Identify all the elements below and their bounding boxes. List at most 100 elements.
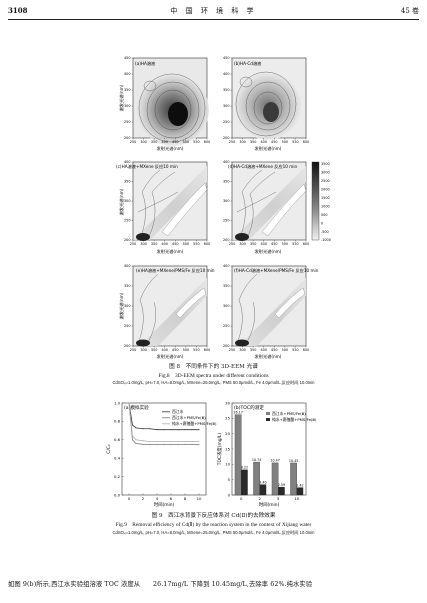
series-point: [128, 402, 130, 404]
colorbar-label: 3000: [321, 171, 330, 175]
y-tick-label: 10: [225, 462, 230, 467]
x-tick-label: 250: [229, 348, 235, 352]
y-tick-label: 250: [124, 324, 130, 328]
x-tick-label: 250: [229, 140, 235, 144]
x-tick-label: 0: [240, 496, 243, 501]
panel-a-xlabel: 发射光谱(nm): [157, 145, 184, 152]
y-tick-label: 350: [223, 284, 229, 288]
panel-a-ylabel: 激发光谱(nm): [118, 84, 125, 111]
y-tick-label: 0.0: [114, 492, 121, 497]
y-tick-label: 300: [223, 199, 229, 203]
x-tick-label: 300: [140, 140, 146, 144]
panel-e-ylabel: 激发光谱(nm): [118, 292, 125, 319]
y-tick-label: 250: [223, 219, 229, 223]
plot-frame: [121, 402, 207, 496]
x-tick-label: 300: [140, 242, 146, 246]
y-tick-label: 300: [124, 199, 130, 203]
x-tick-label: 450: [271, 348, 277, 352]
series-point: [198, 443, 200, 445]
series-point: [163, 429, 165, 431]
colorbar-label: -1000: [321, 238, 331, 242]
series-point: [142, 443, 144, 445]
y-tick-label: 0.6: [114, 437, 121, 442]
y-tick-label: 300: [124, 304, 130, 308]
eem-panel-a: (a)HA溶液 激发光谱(nm) 发射光谱(nm) 250 300 350 400 45…: [118, 56, 210, 152]
colorbar: 3500 3000 2500 2000 1500 1000 500 0 -500 -1000: [311, 161, 331, 242]
chart-a-title: (a)模拟实验: [124, 404, 149, 411]
x-tick-label: 550: [193, 242, 199, 246]
figure-9-charts: (a)模拟实验 0 2 4 6 8 10 0.0 0.2 0.4 0.6 0.8 1.0 时间(min) C…: [106, 400, 317, 508]
series-point: [170, 441, 172, 443]
eem-panel-b: (b)HA-Cd溶液 发射光谱(nm) 250 300 350 400 450 500 55…: [223, 56, 309, 152]
chart-b-xlabel: 时间(min): [259, 501, 280, 508]
y-tick-label: 450: [124, 56, 130, 60]
legend-label: 纯水+腐殖酸+PMS/Fe(Ⅲ): [272, 417, 317, 422]
fig9-caption-en: Fig.9 Removal efficiency of Cd(Ⅱ) by the…: [115, 522, 312, 528]
series-point: [191, 441, 193, 443]
series-point: [149, 428, 151, 430]
y-tick-label: 20: [225, 431, 230, 436]
x-tick-label: 4: [156, 496, 159, 501]
y-tick-label: 5: [228, 477, 231, 482]
panel-a-label: (a)HA溶液: [135, 60, 156, 67]
y-tick-label: 15: [225, 446, 230, 451]
x-tick-label: 400: [161, 348, 167, 352]
y-tick-label: 0.2: [114, 474, 121, 479]
series-point: [156, 429, 158, 431]
legend-label: 纯水+腐殖酸+PMS/Fe(Ⅲ): [172, 421, 217, 426]
x-tick-label: 6: [170, 496, 173, 501]
y-tick-label: 300: [124, 104, 130, 108]
x-tick-label: 600: [303, 348, 309, 352]
series-point: [132, 424, 133, 426]
bar: [259, 484, 267, 496]
y-tick-label: 0.4: [114, 456, 121, 461]
series-point: [163, 443, 165, 445]
bar: [296, 487, 304, 496]
colorbar-label: 500: [321, 213, 327, 217]
series-point: [149, 443, 151, 445]
series-point: [177, 429, 179, 431]
legend-label: 西江水: [172, 409, 184, 414]
x-tick-label: 450: [271, 140, 277, 144]
fig9-conditions: CdSO₄=1.0mg/L, pH=7.0, HA=8.0mg/L, MXene…: [112, 530, 315, 535]
x-tick-label: 450: [172, 140, 178, 144]
x-tick-label: 300: [239, 242, 245, 246]
x-tick-label: 10: [294, 496, 299, 501]
fig8-conditions: CdSO₄=1.0mg/L, pH=7.0, HA=8.0mg/L, MXene…: [112, 380, 315, 385]
eem-panel-d: (d)HA-Cd溶液+MXene 反应10 min 发射光谱(nm) 250 30…: [223, 160, 309, 255]
x-tick-label: 400: [260, 242, 266, 246]
panel-b-xlabel: 发射光谱(nm): [255, 145, 282, 152]
series-point: [149, 441, 151, 443]
y-tick-label: 250: [223, 324, 229, 328]
y-tick-label: 300: [223, 304, 229, 308]
y-tick-label: 250: [124, 120, 130, 124]
x-tick-label: 8: [184, 496, 187, 501]
series-point: [132, 435, 133, 437]
eem-panel-e: (e)HA溶液+MXene/PMS/Fe 反应10 min 激发光谱(nm) 发…: [118, 264, 215, 360]
series-point: [191, 429, 193, 431]
x-tick-label: 600: [204, 242, 210, 246]
body-paragraph: 如图 9(b)所示,西江水实验组溶液 TOC 浓度从 26.17mg/L 下降到…: [8, 581, 313, 588]
x-tick-label: 300: [239, 140, 245, 144]
line-chart-removal: (a)模拟实验 0 2 4 6 8 10 0.0 0.2 0.4 0.6 0.8 1.0 时间(min) C…: [106, 400, 217, 508]
x-tick-label: 2: [259, 496, 262, 501]
x-tick-label: 500: [282, 242, 288, 246]
chart-a-xlabel: 时间(min): [154, 501, 175, 508]
y-tick-label: 400: [124, 160, 130, 164]
y-tick-label: 350: [223, 180, 229, 184]
colorbar-label: 1500: [321, 196, 330, 200]
x-tick-label: 450: [172, 348, 178, 352]
x-tick-label: 450: [172, 242, 178, 246]
y-tick-label: 300: [223, 104, 229, 108]
y-tick-label: 400: [124, 264, 130, 268]
volume-number: 45 卷: [400, 7, 419, 15]
series-line-2: [128, 402, 199, 445]
x-tick-label: 400: [260, 140, 266, 144]
bar-value-label: 2.42: [296, 483, 303, 487]
bar-chart-toc: (b)TOC的测定051015202530时间(min)TOC浓度(mg/L)0…: [216, 400, 317, 508]
x-tick-label: 350: [250, 348, 256, 352]
series-point: [184, 443, 186, 445]
chart-a-ylabel: C/C₀: [106, 444, 112, 454]
y-tick-label: 350: [124, 180, 130, 184]
x-tick-label: 350: [250, 242, 256, 246]
